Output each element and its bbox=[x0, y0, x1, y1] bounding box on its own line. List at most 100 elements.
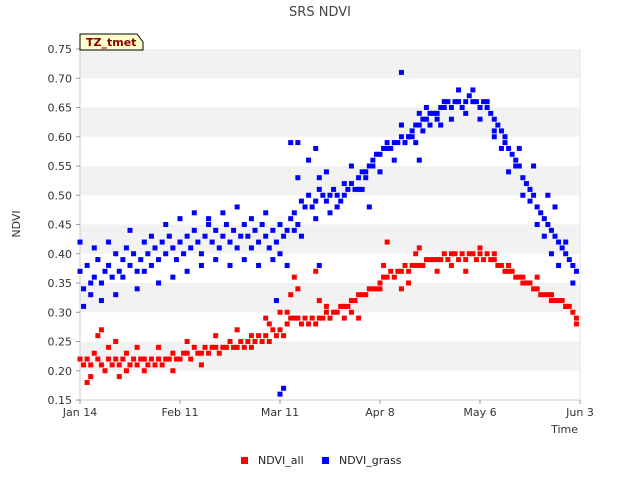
data-point bbox=[248, 333, 254, 339]
data-point bbox=[520, 274, 526, 280]
data-point bbox=[463, 110, 469, 116]
data-point bbox=[488, 110, 494, 116]
data-point bbox=[556, 262, 562, 268]
data-point bbox=[95, 257, 101, 263]
data-point bbox=[113, 292, 119, 298]
data-point bbox=[448, 251, 454, 257]
data-point bbox=[109, 274, 115, 280]
data-point bbox=[338, 303, 344, 309]
data-point bbox=[113, 339, 119, 344]
data-point bbox=[495, 262, 501, 268]
data-point bbox=[209, 239, 215, 245]
data-point bbox=[541, 233, 547, 239]
data-point bbox=[506, 145, 512, 151]
data-point bbox=[127, 227, 133, 233]
data-point bbox=[159, 239, 165, 245]
data-point bbox=[106, 344, 112, 350]
data-point bbox=[495, 122, 501, 128]
data-point bbox=[327, 315, 333, 321]
data-point bbox=[531, 163, 537, 169]
data-point bbox=[391, 140, 397, 146]
data-point bbox=[413, 122, 419, 128]
data-point bbox=[234, 327, 240, 333]
data-point bbox=[409, 262, 415, 268]
data-point bbox=[438, 105, 444, 110]
y-tick-label: 0.75 bbox=[48, 43, 73, 56]
y-tick-label: 0.30 bbox=[48, 306, 73, 319]
data-point bbox=[559, 245, 565, 251]
data-point bbox=[206, 222, 212, 227]
data-point bbox=[573, 321, 579, 327]
data-point bbox=[516, 145, 522, 151]
data-point bbox=[573, 268, 579, 274]
data-point bbox=[288, 315, 294, 321]
data-point bbox=[273, 239, 279, 245]
data-point bbox=[231, 344, 237, 350]
data-point bbox=[459, 105, 465, 110]
data-point bbox=[534, 204, 540, 210]
data-point bbox=[173, 257, 179, 263]
data-point bbox=[98, 327, 104, 333]
data-point bbox=[506, 268, 512, 274]
data-point bbox=[448, 105, 454, 110]
data-point bbox=[363, 292, 369, 298]
data-point bbox=[356, 175, 362, 181]
data-point bbox=[191, 227, 197, 233]
y-tick-label: 0.20 bbox=[48, 365, 73, 378]
data-point bbox=[470, 99, 476, 105]
y-tick-label: 0.25 bbox=[48, 336, 73, 349]
data-point bbox=[295, 315, 301, 321]
data-point bbox=[113, 356, 119, 362]
data-point bbox=[398, 69, 404, 75]
data-point bbox=[177, 216, 183, 222]
data-point bbox=[134, 362, 140, 368]
data-point bbox=[531, 192, 537, 198]
data-point bbox=[216, 350, 222, 356]
data-point bbox=[109, 362, 115, 368]
data-point bbox=[520, 175, 526, 181]
data-point bbox=[545, 222, 551, 227]
data-point bbox=[320, 192, 326, 198]
data-point bbox=[377, 151, 383, 157]
data-point bbox=[170, 350, 176, 356]
data-point bbox=[106, 356, 112, 362]
data-point bbox=[416, 122, 422, 128]
legend-swatch-ndvi-grass bbox=[322, 457, 329, 464]
data-point bbox=[484, 105, 490, 110]
data-point bbox=[309, 315, 315, 321]
data-point bbox=[534, 222, 540, 227]
data-point bbox=[284, 309, 290, 315]
data-point bbox=[402, 262, 408, 268]
grid-band bbox=[80, 224, 580, 254]
data-point bbox=[391, 157, 397, 163]
data-point bbox=[77, 239, 83, 245]
data-point bbox=[381, 262, 387, 268]
data-point bbox=[466, 251, 472, 257]
grid-band bbox=[80, 195, 580, 225]
x-tick-label: May 6 bbox=[463, 406, 496, 419]
data-point bbox=[431, 257, 437, 263]
data-point bbox=[95, 333, 101, 339]
data-point bbox=[538, 292, 544, 298]
data-point bbox=[145, 362, 151, 368]
data-point bbox=[263, 315, 269, 321]
data-point bbox=[288, 140, 294, 146]
data-point bbox=[148, 233, 154, 239]
x-tick-label: Jan 14 bbox=[62, 406, 97, 419]
data-point bbox=[477, 245, 483, 251]
data-point bbox=[359, 169, 365, 175]
data-point bbox=[77, 356, 83, 362]
data-point bbox=[477, 105, 483, 110]
data-point bbox=[91, 245, 97, 251]
data-point bbox=[377, 280, 383, 286]
data-point bbox=[227, 339, 233, 344]
data-point bbox=[548, 298, 554, 304]
data-point bbox=[238, 339, 244, 344]
data-point bbox=[181, 251, 187, 257]
data-point bbox=[398, 268, 404, 274]
data-point bbox=[502, 140, 508, 146]
data-point bbox=[202, 344, 208, 350]
data-point bbox=[81, 362, 87, 368]
data-point bbox=[491, 128, 497, 134]
data-point bbox=[213, 333, 219, 339]
